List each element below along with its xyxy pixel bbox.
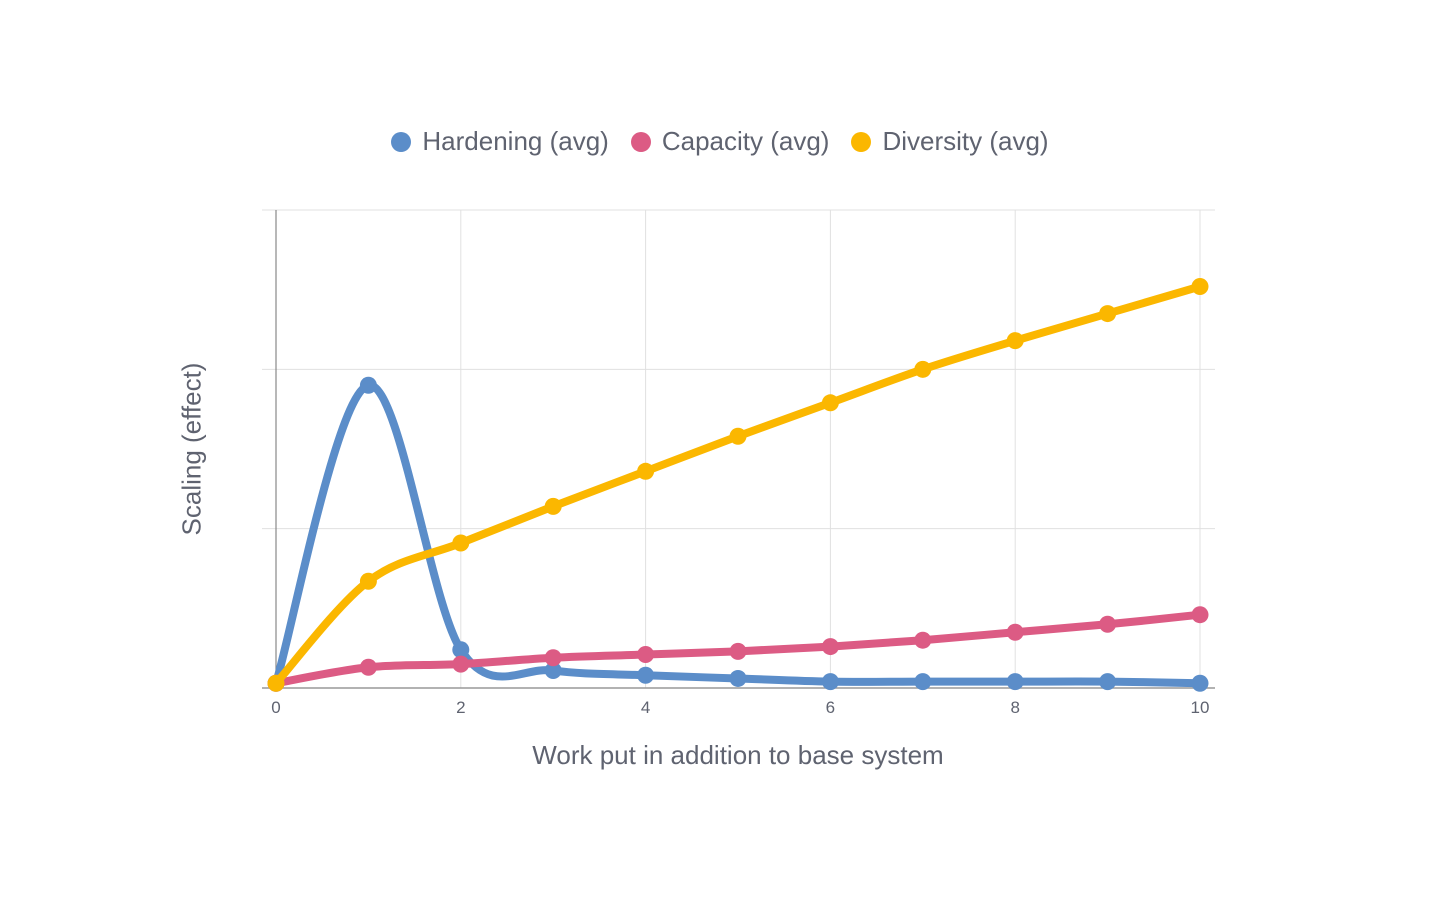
x-tick-label: 10 (1191, 698, 1210, 717)
data-point-capacity (914, 631, 932, 649)
legend-marker-hardening (391, 131, 412, 152)
legend-marker-diversity (851, 131, 872, 152)
data-point-hardening (1099, 673, 1117, 691)
data-point-hardening (544, 661, 562, 679)
legend-item-diversity[interactable]: Diversity (avg) (851, 126, 1049, 157)
legend-label-diversity: Diversity (avg) (882, 126, 1049, 156)
data-point-hardening (1006, 673, 1024, 691)
data-point-diversity (359, 572, 377, 590)
x-tick-label: 0 (271, 698, 280, 717)
data-point-capacity (544, 649, 562, 667)
legend-marker-capacity (630, 131, 651, 152)
data-point-diversity (914, 360, 932, 378)
data-point-hardening (1191, 674, 1209, 692)
data-point-diversity (729, 427, 747, 445)
data-point-capacity (1006, 623, 1024, 641)
data-point-hardening (452, 641, 470, 659)
data-point-diversity (267, 674, 285, 692)
data-point-capacity (1191, 606, 1209, 624)
data-point-diversity (1006, 332, 1024, 350)
x-axis-title: Work put in addition to base system (532, 740, 944, 770)
x-tick-label: 8 (1010, 698, 1019, 717)
legend-label-hardening: Hardening (avg) (422, 126, 609, 156)
data-point-capacity (359, 658, 377, 676)
y-axis-title: Scaling (effect) (176, 362, 207, 536)
data-point-hardening (359, 376, 377, 394)
legend: Hardening (avg) Capacity (avg) Diversity… (0, 126, 1440, 157)
data-point-hardening (821, 673, 839, 691)
x-tick-label: 4 (641, 698, 650, 717)
legend-label-capacity: Capacity (avg) (661, 126, 830, 156)
data-point-hardening (914, 673, 932, 691)
data-point-diversity (821, 394, 839, 412)
legend-item-hardening[interactable]: Hardening (avg) (391, 126, 609, 157)
x-tick-label: 2 (456, 698, 465, 717)
data-point-capacity (452, 655, 470, 673)
data-point-hardening (729, 669, 747, 687)
data-point-capacity (821, 638, 839, 656)
data-point-diversity (637, 462, 655, 480)
data-point-capacity (637, 646, 655, 664)
data-point-diversity (452, 534, 470, 552)
data-point-capacity (1099, 615, 1117, 633)
data-point-capacity (729, 642, 747, 660)
data-point-diversity (1191, 277, 1209, 295)
data-point-hardening (637, 666, 655, 684)
legend-item-capacity[interactable]: Capacity (avg) (630, 126, 830, 157)
data-point-diversity (544, 497, 562, 515)
data-point-diversity (1099, 305, 1117, 323)
x-tick-label: 6 (826, 698, 835, 717)
